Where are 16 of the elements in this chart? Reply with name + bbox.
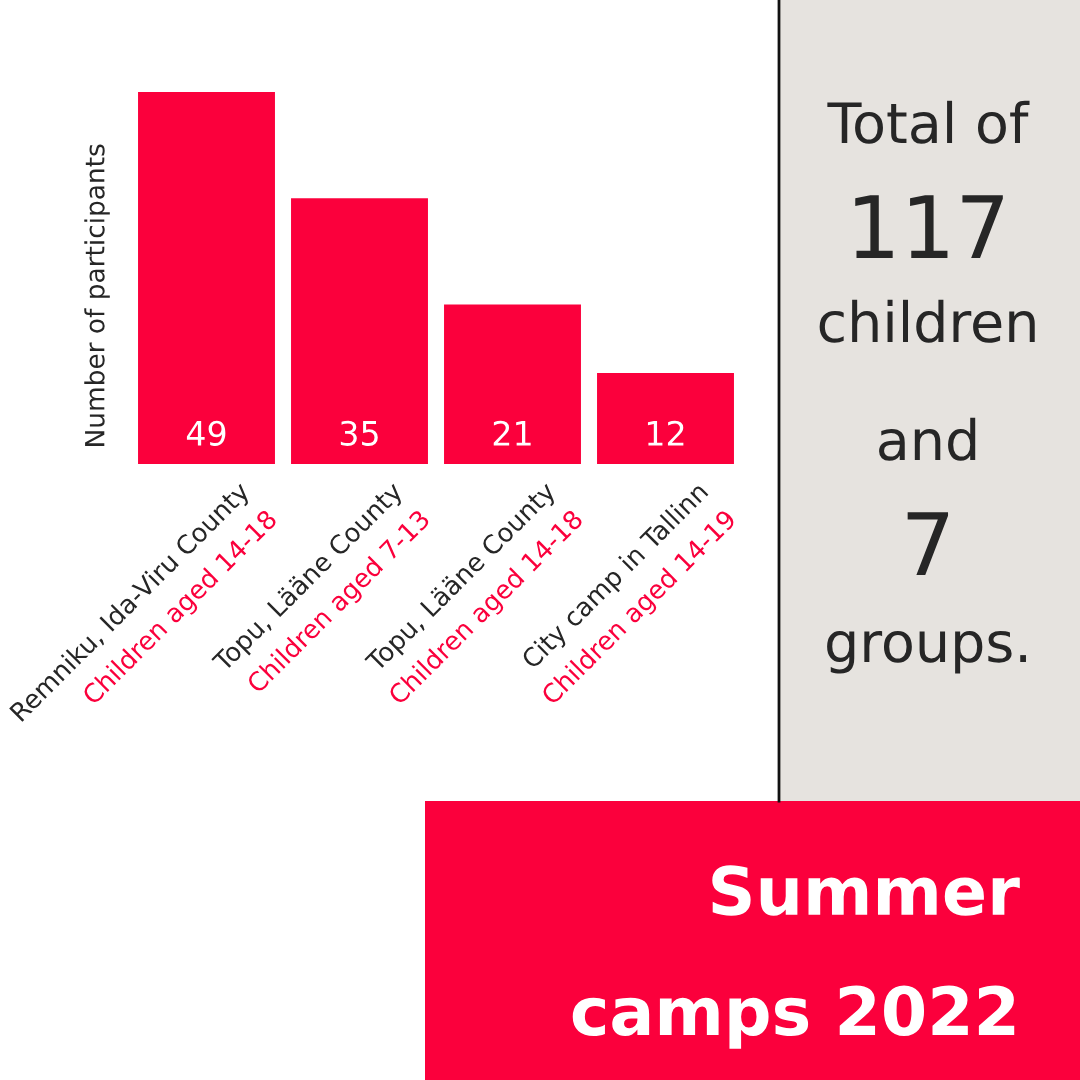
text: groups.: [827, 630, 1026, 674]
bar: [138, 92, 275, 464]
text: 7: [907, 512, 949, 575]
data-label: 35: [340, 420, 378, 446]
data-label: 49: [186, 420, 226, 446]
text: 117: [855, 195, 1003, 258]
bar: [597, 372, 734, 464]
data-label: 12: [647, 420, 684, 446]
y-axis-title: Number of participants: [84, 144, 110, 446]
text: Total of: [827, 100, 1030, 144]
text: and: [879, 417, 976, 461]
text: Summer camps 2022: [572, 865, 1020, 1049]
bar: [291, 198, 428, 464]
text: children: [819, 299, 1035, 343]
bar: [444, 304, 581, 464]
data-label: 21: [493, 420, 531, 446]
